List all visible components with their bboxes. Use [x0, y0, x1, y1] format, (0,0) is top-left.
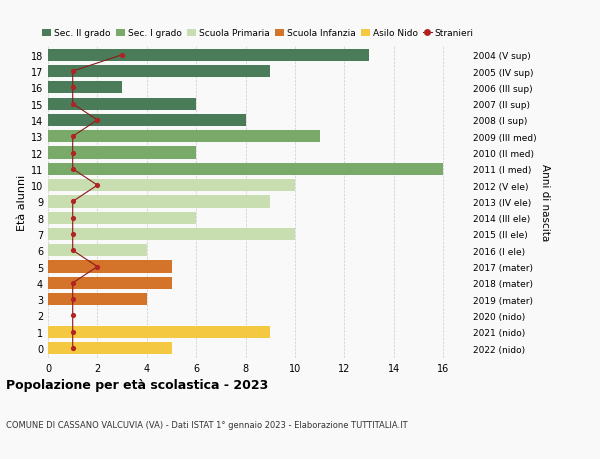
Point [68, 84, 77, 92]
Bar [48, 326, 271, 338]
Bar [48, 115, 245, 127]
Point [68, 296, 77, 303]
Point [68, 101, 77, 108]
Point [68, 133, 77, 140]
Point [68, 68, 77, 76]
Point [68, 231, 77, 238]
Point [68, 166, 77, 173]
Bar [48, 66, 271, 78]
Bar [48, 342, 172, 354]
Point [68, 328, 77, 336]
Bar [48, 229, 295, 241]
Y-axis label: Età alunni: Età alunni [17, 174, 26, 230]
Bar [48, 212, 196, 224]
Point [68, 214, 77, 222]
Point [118, 52, 127, 59]
Bar [48, 50, 369, 62]
Bar [48, 147, 196, 159]
Point [92, 182, 102, 190]
Bar [48, 277, 172, 289]
Bar [48, 163, 443, 175]
Legend: Sec. II grado, Sec. I grado, Scuola Primaria, Scuola Infanzia, Asilo Nido, Stran: Sec. II grado, Sec. I grado, Scuola Prim… [43, 29, 473, 38]
Point [68, 345, 77, 352]
Text: Popolazione per età scolastica - 2023: Popolazione per età scolastica - 2023 [6, 379, 268, 392]
Bar [48, 179, 295, 192]
Point [68, 280, 77, 287]
Point [68, 198, 77, 206]
Text: COMUNE DI CASSANO VALCUVIA (VA) - Dati ISTAT 1° gennaio 2023 - Elaborazione TUTT: COMUNE DI CASSANO VALCUVIA (VA) - Dati I… [6, 420, 407, 429]
Point [68, 150, 77, 157]
Y-axis label: Anni di nascita: Anni di nascita [541, 163, 550, 241]
Bar [48, 98, 196, 111]
Bar [48, 245, 147, 257]
Point [68, 312, 77, 319]
Point [68, 247, 77, 254]
Bar [48, 293, 147, 306]
Bar [48, 131, 320, 143]
Point [92, 117, 102, 124]
Point [92, 263, 102, 271]
Bar [48, 261, 172, 273]
Bar [48, 82, 122, 94]
Bar [48, 196, 271, 208]
